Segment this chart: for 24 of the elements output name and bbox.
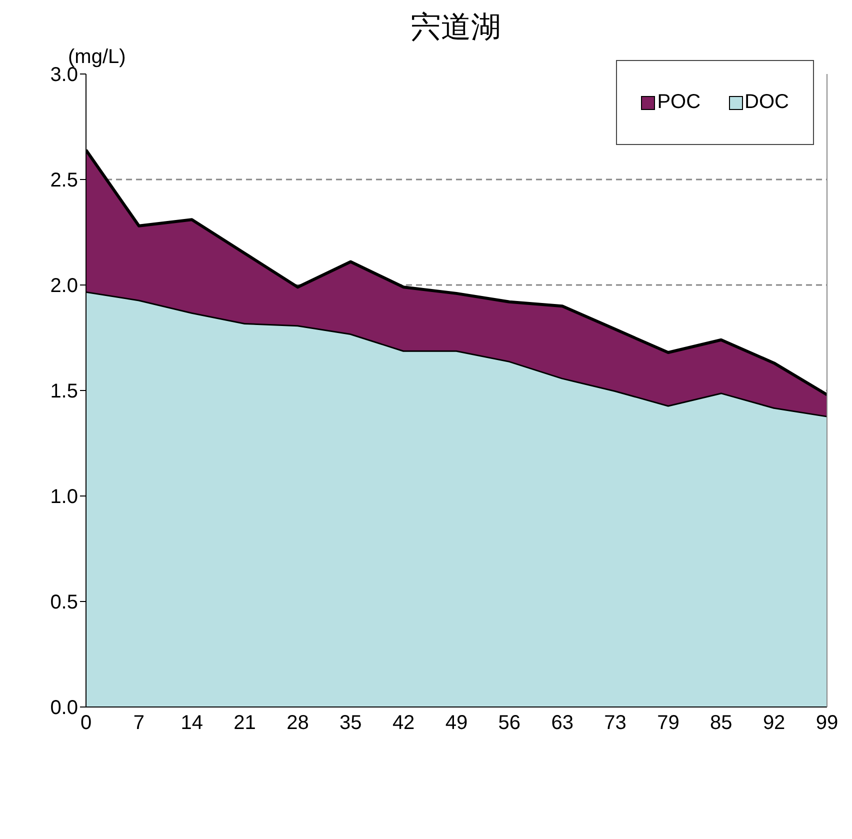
- y-tick-label: 0.0: [50, 697, 78, 720]
- x-tick-label: 73: [604, 712, 626, 734]
- y-tick-label: 1.0: [50, 486, 78, 508]
- y-tick-label: 0.5: [50, 592, 78, 614]
- legend-label: DOC: [744, 91, 789, 114]
- x-tick-label: 79: [657, 712, 680, 734]
- y-tick-label: 2.5: [50, 170, 78, 192]
- x-tick-label: 56: [498, 712, 521, 734]
- x-tick-label: 92: [762, 712, 786, 734]
- chart-title: 宍道湖: [411, 11, 501, 44]
- y-tick-label: 1.5: [50, 380, 78, 403]
- x-tick-label: 35: [340, 712, 362, 734]
- x-tick-label: 0: [80, 712, 92, 734]
- x-tick-label: 21: [234, 712, 256, 734]
- x-tick-label: 42: [392, 712, 415, 734]
- x-tick-label: 14: [180, 712, 203, 734]
- legend-label: POC: [656, 91, 701, 114]
- x-tick-label: 7: [133, 712, 144, 734]
- x-tick-label: 28: [286, 712, 309, 734]
- x-tick-label: 85: [710, 712, 732, 734]
- x-tick-label: 99: [816, 712, 838, 734]
- x-tick-label: 63: [551, 712, 574, 734]
- x-tick-label: 49: [445, 712, 468, 734]
- y-tick-label: 2.0: [50, 275, 78, 298]
